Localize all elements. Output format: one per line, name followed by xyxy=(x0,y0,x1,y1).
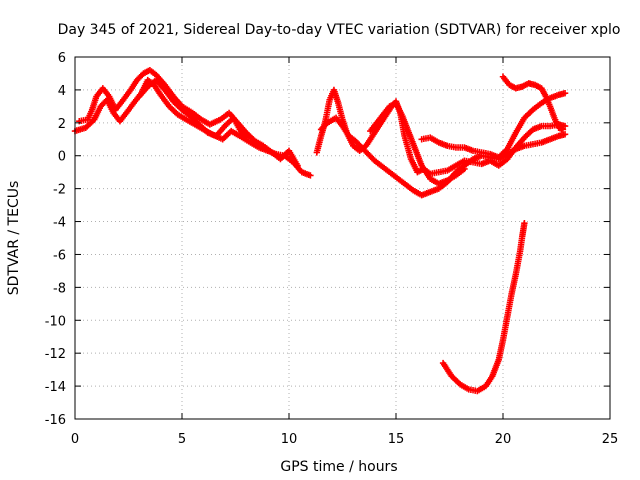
series-track-f xyxy=(367,99,468,187)
x-tick-label: 25 xyxy=(602,432,619,447)
x-tick-label: 20 xyxy=(495,432,512,447)
series-track-h xyxy=(499,73,567,133)
series-track-i xyxy=(439,219,528,395)
axis-ticks: 0 5 10 15 20 25 -16 -14 -12 -10 -8 -6 -4 -2 0 2 4 6 xyxy=(45,51,619,447)
y-tick-label: -6 xyxy=(53,248,66,263)
data-point xyxy=(561,90,569,97)
y-axis-label: SDTVAR / TECUs xyxy=(6,181,22,296)
x-tick-label: 10 xyxy=(281,432,298,447)
data-points xyxy=(71,66,569,395)
data-point xyxy=(243,134,250,141)
x-tick-label: 15 xyxy=(388,432,405,447)
y-tick-label: -16 xyxy=(45,413,66,428)
plot-frame xyxy=(74,56,611,420)
y-tick-label: -12 xyxy=(45,347,66,362)
series-track-c xyxy=(136,76,250,141)
y-tick-label: -2 xyxy=(53,183,66,198)
y-tick-label: -10 xyxy=(45,314,66,329)
data-point xyxy=(307,172,314,179)
chart-title: Day 345 of 2021, Sidereal Day-to-day VTE… xyxy=(58,22,621,38)
y-tick-label: -4 xyxy=(53,216,66,231)
y-tick-label: -8 xyxy=(53,281,66,296)
y-tick-label: 2 xyxy=(58,117,66,132)
x-tick-label: 5 xyxy=(178,432,186,447)
y-tick-label: 4 xyxy=(58,84,66,99)
y-tick-label: -14 xyxy=(45,380,66,395)
data-point xyxy=(561,122,569,130)
y-tick-label: 0 xyxy=(58,150,66,165)
data-point xyxy=(521,219,528,227)
series-track-g xyxy=(418,90,569,161)
data-point xyxy=(559,126,567,133)
x-axis-label: GPS time / hours xyxy=(280,459,397,475)
data-point xyxy=(561,131,569,138)
x-tick-label: 0 xyxy=(71,432,79,447)
data-point xyxy=(461,165,468,173)
data-point xyxy=(294,162,301,169)
y-tick-label: 6 xyxy=(58,51,66,66)
